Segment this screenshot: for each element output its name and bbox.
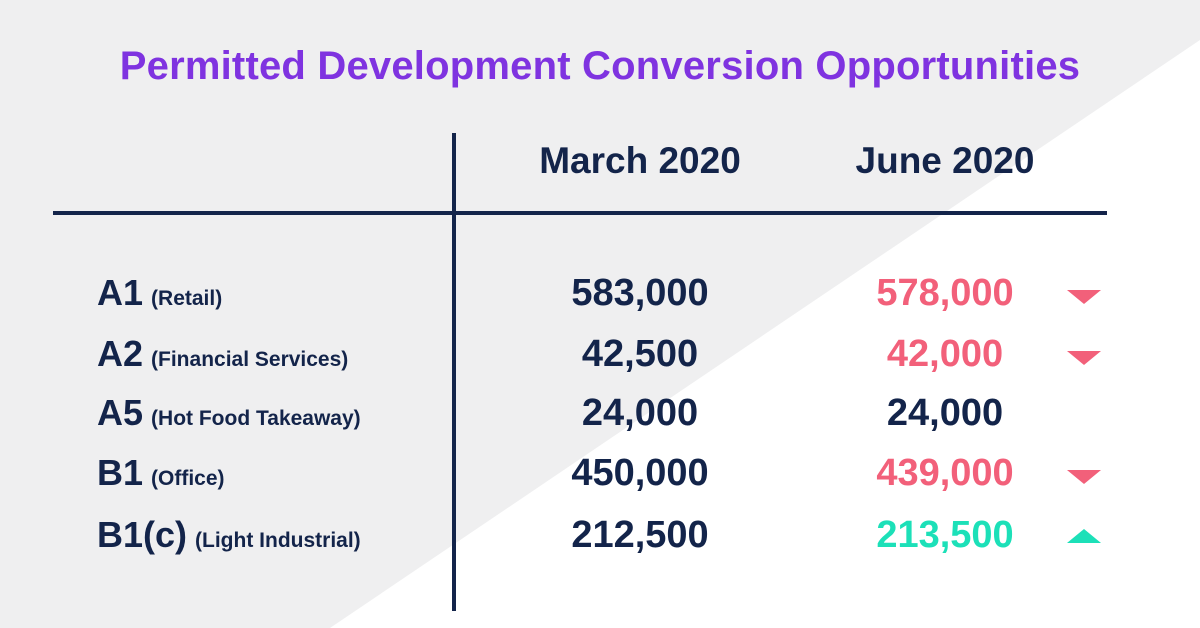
june-value: 24,000 (886, 392, 1004, 434)
row-code: A5 (97, 392, 144, 433)
header-divider (53, 211, 1107, 215)
trend-arrow-shape (1067, 290, 1101, 304)
row-description: (Financial Services) (151, 348, 349, 371)
march-value: 24,000 (581, 392, 699, 434)
decrease-arrow-icon (1067, 290, 1101, 304)
row-code: B1(c) (97, 514, 188, 555)
june-value: 439,000 (876, 452, 1014, 494)
page-title: Permitted Development Conversion Opportu… (119, 44, 1081, 88)
table-row: B1(c) (Light Industrial) 212,500 213,500 (0, 514, 1200, 574)
march-value: 212,500 (571, 514, 709, 556)
trend-arrow-shape (1067, 351, 1101, 365)
row-code: B1 (97, 452, 144, 493)
decrease-arrow-icon (1067, 351, 1101, 365)
table-row: A5 (Hot Food Takeaway) 24,000 24,000 (0, 392, 1200, 452)
june-value: 213,500 (876, 514, 1014, 556)
row-description: (Light Industrial) (195, 529, 361, 552)
table-row: A1 (Retail) 583,000 578,000 (0, 272, 1200, 332)
row-label: A5 (Hot Food Takeaway) (97, 392, 361, 434)
row-label: A1 (Retail) (97, 272, 222, 314)
june-value: 42,000 (886, 333, 1004, 375)
vertical-divider (452, 133, 456, 611)
decrease-arrow-icon (1067, 470, 1101, 484)
march-value: 42,500 (581, 333, 699, 375)
trend-arrow-shape (1067, 470, 1101, 484)
march-value: 450,000 (571, 452, 709, 494)
trend-arrow-shape (1067, 529, 1101, 543)
row-description: (Hot Food Takeaway) (151, 407, 361, 430)
row-code: A1 (97, 272, 144, 313)
table-row: A2 (Financial Services) 42,500 42,000 (0, 333, 1200, 393)
column-header-june: June 2020 (855, 140, 1035, 181)
column-header-march: March 2020 (539, 140, 741, 181)
row-description: (Office) (151, 467, 225, 490)
row-code: A2 (97, 333, 144, 374)
row-label: B1 (Office) (97, 452, 225, 494)
row-label: B1(c) (Light Industrial) (97, 514, 361, 556)
row-label: A2 (Financial Services) (97, 333, 348, 375)
row-description: (Retail) (151, 287, 223, 310)
march-value: 583,000 (571, 272, 709, 314)
table-row: B1 (Office) 450,000 439,000 (0, 452, 1200, 512)
june-value: 578,000 (876, 272, 1014, 314)
increase-arrow-icon (1067, 529, 1101, 543)
